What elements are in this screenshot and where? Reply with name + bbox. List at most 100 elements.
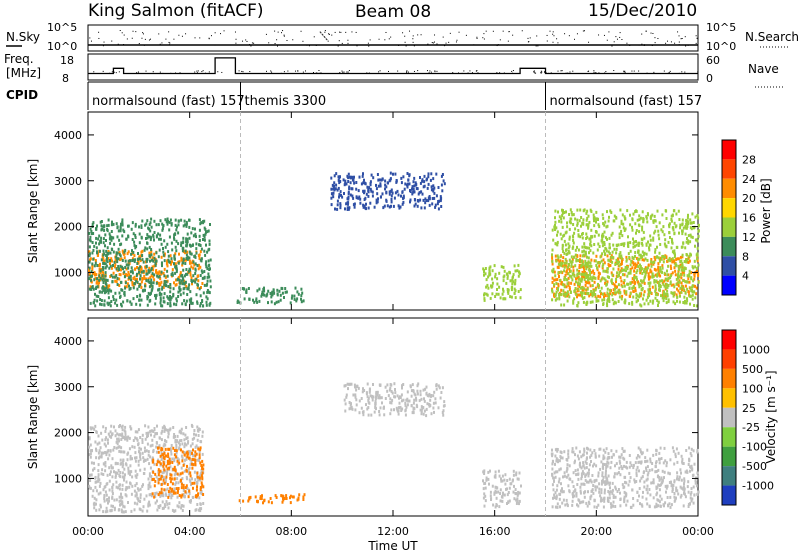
data-cell — [119, 227, 122, 231]
data-cell — [184, 490, 187, 494]
data-cell — [163, 239, 166, 243]
noise-right-tick-bottom: 10^0 — [706, 40, 736, 53]
data-cell — [392, 204, 395, 208]
data-cell — [563, 283, 566, 287]
data-cell — [92, 232, 95, 235]
data-cell — [103, 499, 106, 503]
data-cell — [137, 488, 140, 492]
data-cell — [653, 214, 656, 218]
data-cell — [483, 472, 486, 475]
data-cell — [388, 205, 391, 209]
data-cell — [146, 303, 149, 307]
nave-dot — [663, 70, 665, 72]
data-cell — [421, 178, 424, 182]
data-cell — [133, 445, 136, 449]
data-cell — [164, 480, 167, 484]
data-cell — [98, 441, 101, 445]
data-cell — [675, 224, 678, 228]
noise-search-dot — [482, 37, 484, 39]
data-cell — [358, 399, 361, 403]
data-cell — [128, 284, 130, 288]
data-cell — [501, 479, 504, 483]
data-cell — [494, 295, 497, 298]
data-cell — [488, 268, 491, 272]
data-cell — [131, 445, 134, 449]
data-cell — [104, 287, 106, 291]
data-cell — [641, 271, 644, 275]
data-cell — [198, 238, 201, 242]
data-cell — [688, 274, 691, 278]
data-cell — [168, 461, 171, 465]
data-cell — [610, 279, 613, 283]
data-cell — [594, 293, 597, 296]
noise-search-dot — [321, 33, 323, 35]
data-cell — [498, 271, 501, 275]
data-cell — [118, 445, 121, 449]
data-cell — [203, 235, 206, 239]
data-cell — [185, 268, 188, 271]
data-cell — [693, 304, 696, 307]
data-cell — [118, 495, 121, 499]
data-cell — [653, 267, 656, 271]
data-cell — [205, 300, 208, 304]
data-cell — [597, 242, 600, 246]
noise-search-dot — [529, 37, 531, 39]
data-cell — [613, 247, 616, 251]
data-cell — [133, 260, 136, 263]
noise-search-dot — [251, 42, 253, 44]
data-cell — [196, 275, 199, 278]
data-cell — [336, 199, 339, 203]
data-cell — [285, 497, 288, 500]
data-cell — [162, 253, 165, 257]
data-cell — [484, 481, 487, 485]
data-cell — [635, 243, 638, 247]
data-cell — [201, 471, 204, 475]
data-cell — [647, 302, 650, 306]
data-cell — [197, 267, 200, 271]
data-cell — [89, 227, 92, 231]
data-cell — [645, 215, 648, 219]
data-cell — [117, 229, 120, 233]
data-cell — [189, 480, 192, 484]
data-cell — [170, 496, 173, 500]
data-cell — [425, 407, 428, 411]
data-cell — [604, 246, 607, 250]
data-cell — [353, 383, 356, 387]
noise-search-dot — [674, 42, 676, 44]
data-cell — [127, 259, 130, 263]
nave-dot — [430, 71, 432, 73]
data-cell — [137, 499, 140, 503]
data-cell — [672, 484, 675, 487]
data-cell — [576, 272, 579, 276]
data-cell — [390, 200, 393, 204]
data-cell — [441, 411, 444, 414]
data-cell — [661, 281, 664, 285]
data-cell — [558, 293, 561, 297]
data-cell — [671, 489, 674, 493]
data-cell — [647, 288, 650, 292]
data-cell — [179, 293, 182, 297]
data-cell — [189, 270, 192, 274]
data-cell — [96, 264, 99, 267]
data-cell — [149, 229, 152, 233]
data-cell — [178, 473, 181, 477]
data-cell — [159, 277, 162, 281]
noise-search-dot — [367, 42, 369, 44]
data-cell — [88, 231, 91, 235]
data-cell — [553, 270, 556, 274]
data-cell — [564, 292, 567, 296]
data-cell — [611, 231, 614, 235]
data-cell — [579, 235, 582, 239]
data-cell — [164, 439, 166, 443]
data-cell — [589, 300, 592, 304]
data-cell — [145, 494, 148, 498]
data-cell — [565, 475, 568, 479]
data-cell — [569, 217, 572, 221]
data-cell — [686, 225, 689, 228]
data-cell — [567, 246, 570, 250]
data-cell — [601, 235, 604, 239]
data-cell — [508, 477, 511, 481]
data-cell — [169, 465, 172, 469]
freq-label-line2: [MHz] — [6, 66, 41, 80]
data-cell — [557, 288, 559, 292]
